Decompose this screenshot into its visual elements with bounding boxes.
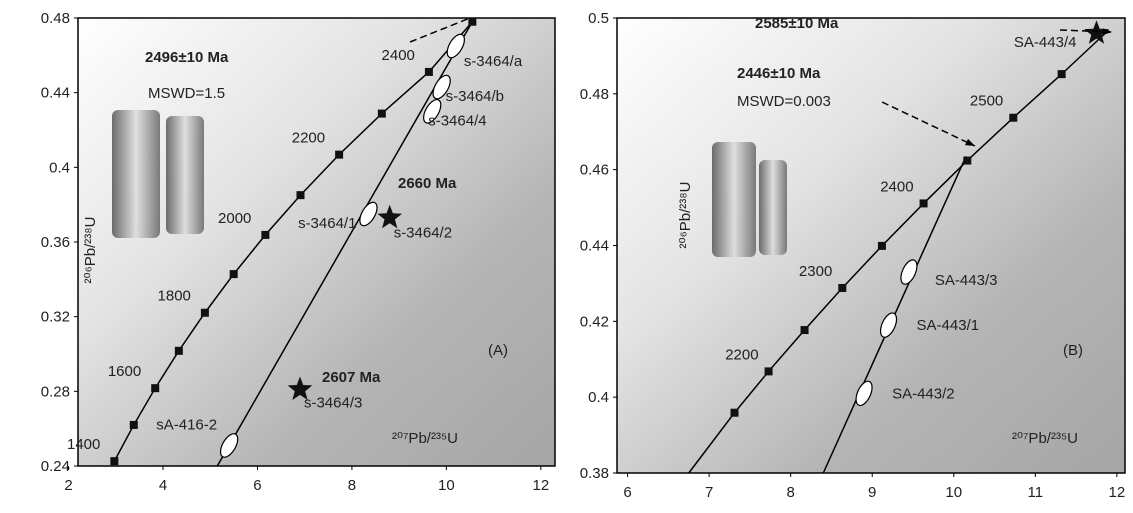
x-tick-label: 8 [348, 477, 356, 494]
concordia-point [335, 151, 343, 159]
y-tick-label: 0.32 [41, 309, 70, 326]
age-label: 2400 [880, 178, 913, 195]
annotation: 2496±10 Ma [145, 49, 229, 66]
concordia-point [130, 421, 138, 429]
age-label: 2400 [382, 47, 415, 64]
star-label: s-3464/3 [304, 394, 362, 411]
zircon-image [166, 116, 204, 234]
age-label: 1400 [67, 436, 100, 453]
concordia-point [878, 242, 886, 250]
annotation: 2585±10 Ma [755, 15, 839, 32]
age-label: 2200 [725, 346, 758, 363]
zircon-image [112, 110, 160, 238]
age-label: 2200 [292, 130, 325, 147]
concordia-point [963, 157, 971, 165]
age-label: 2000 [218, 210, 251, 227]
y-tick-label: 0.44 [580, 238, 609, 255]
y-axis-label: ²⁰⁶Pb/²³⁸U [82, 217, 99, 284]
concordia-point [801, 326, 809, 334]
y-tick-label: 0.4 [588, 389, 609, 406]
x-tick-label: 6 [623, 484, 631, 501]
star-label: SA-443/4 [1014, 34, 1077, 51]
y-tick-label: 0.28 [41, 383, 70, 400]
age-label: 2500 [970, 93, 1003, 110]
age-label: 1800 [158, 288, 191, 305]
x-tick-label: 6 [253, 477, 261, 494]
age-label: 1600 [108, 363, 141, 380]
annotation: MSWD=0.003 [737, 93, 831, 110]
ellipse-label: s-3464/b [446, 88, 504, 105]
x-tick-label: 2 [64, 477, 72, 494]
x-tick-label: 10 [945, 484, 962, 501]
concordia-point [838, 284, 846, 292]
concordia-point [296, 191, 304, 199]
y-tick-label: 0.48 [580, 86, 609, 103]
concordia-point [378, 110, 386, 118]
y-tick-label: 0.38 [580, 465, 609, 482]
zircon-image [712, 142, 756, 257]
y-tick-label: 0.4 [49, 159, 70, 176]
age-label: 2300 [799, 263, 832, 280]
x-tick-label: 9 [868, 484, 876, 501]
annotation: MSWD=1.5 [148, 85, 225, 102]
concordia-point [230, 270, 238, 278]
x-tick-label: 11 [1028, 484, 1044, 501]
y-tick-label: 0.24 [41, 458, 70, 475]
ellipse-label: SA-443/3 [935, 272, 998, 289]
concordia-point [920, 199, 928, 207]
concordia-point [468, 18, 476, 26]
concordia-point [425, 68, 433, 76]
concordia-point [110, 457, 118, 465]
y-tick-label: 0.36 [41, 234, 70, 251]
ellipse-label: sA-416-2 [156, 416, 217, 433]
star-label: s-3464/2 [394, 225, 452, 242]
concordia-point [1058, 70, 1066, 78]
figure: 0.240.280.320.360.40.440.4824681012²⁰⁷Pb… [0, 0, 1133, 513]
y-axis-label: ²⁰⁶Pb/²³⁸U [677, 182, 694, 249]
concordia-point [1009, 114, 1017, 122]
zircon-image [759, 160, 787, 255]
y-tick-label: 0.46 [580, 162, 609, 179]
x-tick-label: 8 [787, 484, 795, 501]
x-tick-label: 12 [532, 477, 549, 494]
y-tick-label: 0.44 [41, 85, 70, 102]
concordia-point [261, 231, 269, 239]
ellipse-label: SA-443/1 [917, 317, 980, 334]
annotation: (A) [488, 342, 508, 359]
concordia-point [765, 367, 773, 375]
x-axis-label: ²⁰⁷Pb/²³⁵U [392, 430, 458, 447]
ellipse-label: SA-443/2 [892, 385, 955, 402]
concordia-point [151, 384, 159, 392]
ellipse-label: s-3464/4 [428, 112, 486, 129]
x-tick-label: 12 [1109, 484, 1126, 501]
x-tick-label: 4 [159, 477, 167, 494]
annotation: 2607 Ma [322, 369, 381, 386]
y-tick-label: 0.5 [588, 10, 609, 27]
ellipse-label: s-3464/a [464, 53, 523, 70]
x-tick-label: 10 [438, 477, 455, 494]
y-tick-label: 0.48 [41, 10, 70, 27]
x-tick-label: 7 [705, 484, 713, 501]
annotation: 2446±10 Ma [737, 65, 821, 82]
ellipse-label: s-3464/1 [298, 215, 356, 232]
annotation: 2660 Ma [398, 175, 457, 192]
y-tick-label: 0.42 [580, 313, 609, 330]
concordia-point [201, 309, 209, 317]
x-axis-label: ²⁰⁷Pb/²³⁵U [1012, 430, 1078, 447]
concordia-point [731, 409, 739, 417]
concordia-point [175, 347, 183, 355]
annotation: (B) [1063, 342, 1083, 359]
